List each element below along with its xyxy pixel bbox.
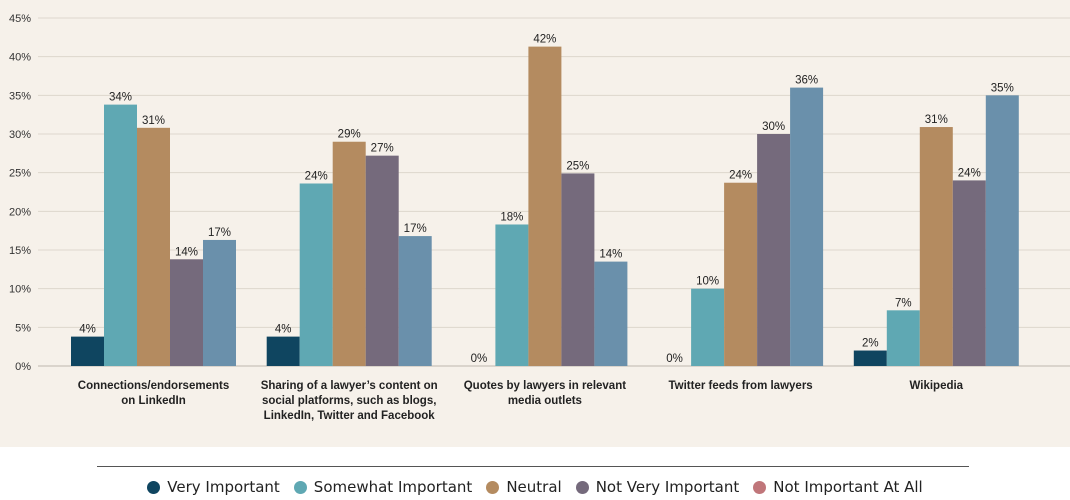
data-label: 17% — [404, 223, 427, 235]
bar — [985, 95, 1019, 366]
bar — [886, 310, 920, 366]
y-tick-label: 25% — [9, 168, 31, 180]
y-tick-label: 0% — [15, 361, 31, 373]
chart-area: 0% 5% 10% 15% 20% 25% 30% 35% 40% 45% 4% 34% 31% 14% 1… — [0, 0, 1070, 447]
legend-item: Somewhat Important — [293, 478, 473, 496]
bar-chart: 0% 5% 10% 15% 20% 25% 30% 35% 40% 45% 4% 34% 31% 14% 1… — [9, 13, 1070, 422]
bar — [266, 336, 300, 366]
data-label: 36% — [795, 75, 818, 87]
legend-dot-icon — [293, 480, 307, 494]
category-label: Wikipedia — [910, 380, 964, 392]
category-label: Connections/endorsements — [78, 380, 229, 392]
bar — [104, 104, 137, 366]
legend-item: Not Very Important — [575, 478, 740, 496]
legend-dot-icon — [575, 480, 589, 494]
y-tick-label: 5% — [15, 322, 31, 334]
y-tick-label: 10% — [9, 284, 31, 296]
category-label: on LinkedIn — [121, 395, 186, 407]
legend-item: Not Important At All — [753, 478, 923, 496]
legend-dot-icon — [486, 480, 500, 494]
data-label: 34% — [109, 92, 132, 104]
y-tick-label: 35% — [9, 90, 31, 102]
data-label: 25% — [566, 160, 589, 172]
data-label: 7% — [895, 297, 912, 309]
data-label: 27% — [371, 143, 394, 155]
bar — [528, 46, 562, 366]
data-label: 4% — [275, 324, 292, 336]
legend-label: Very Important — [167, 478, 280, 496]
data-label: 31% — [925, 114, 948, 126]
data-label: 4% — [79, 324, 96, 336]
bar — [365, 155, 399, 366]
bar — [790, 87, 824, 366]
bar — [203, 239, 236, 366]
y-tick-label: 45% — [9, 13, 31, 25]
bar — [724, 182, 758, 366]
legend-item: Very Important — [147, 478, 280, 496]
legend-divider — [97, 466, 969, 467]
y-tick-label: 15% — [9, 245, 31, 257]
bar — [561, 173, 595, 366]
category-label: social platforms, such as blogs, — [262, 395, 436, 407]
data-label: 24% — [305, 170, 328, 182]
category-label: Quotes by lawyers in relevant — [464, 380, 627, 392]
bar — [299, 183, 333, 366]
data-label: 31% — [142, 115, 165, 127]
data-label: 35% — [991, 82, 1014, 94]
category-label: LinkedIn, Twitter and Facebook — [264, 410, 436, 422]
data-label: 10% — [696, 276, 719, 288]
legend-label: Not Very Important — [595, 478, 740, 496]
bar — [594, 261, 628, 366]
legend-label: Somewhat Important — [313, 478, 473, 496]
legend: Very Important Somewhat Important Neutral N… — [0, 478, 1070, 496]
y-tick-label: 20% — [9, 206, 31, 218]
data-label: 29% — [338, 129, 361, 141]
legend-item: Neutral — [486, 478, 562, 496]
legend-dot-icon — [753, 480, 767, 494]
data-label: 42% — [533, 34, 556, 46]
bar — [398, 236, 432, 366]
bar — [853, 350, 887, 366]
data-label: 0% — [666, 353, 683, 365]
legend-label: Neutral — [506, 478, 562, 496]
data-label: 17% — [208, 227, 231, 239]
bar — [952, 180, 986, 366]
y-tick-label: 30% — [9, 129, 31, 141]
data-label: 18% — [500, 211, 523, 223]
bar — [170, 259, 203, 366]
bar — [495, 224, 529, 366]
bar — [137, 127, 170, 367]
bar — [757, 134, 791, 366]
data-label: 24% — [958, 167, 981, 179]
data-label: 14% — [175, 246, 198, 258]
bar — [332, 141, 366, 366]
data-label: 2% — [862, 338, 879, 350]
bar — [919, 127, 953, 366]
category-label: Twitter feeds from lawyers — [668, 380, 812, 392]
bar — [691, 288, 725, 366]
data-label: 30% — [762, 121, 785, 133]
legend-dot-icon — [147, 480, 161, 494]
category-label: media outlets — [508, 395, 582, 407]
data-label: 24% — [729, 170, 752, 182]
bar — [71, 336, 104, 366]
data-label: 0% — [471, 353, 488, 365]
legend-label: Not Important At All — [773, 478, 923, 496]
category-label: Sharing of a lawyer’s content on — [261, 380, 438, 392]
data-label: 14% — [599, 249, 622, 261]
y-tick-label: 40% — [9, 52, 31, 64]
